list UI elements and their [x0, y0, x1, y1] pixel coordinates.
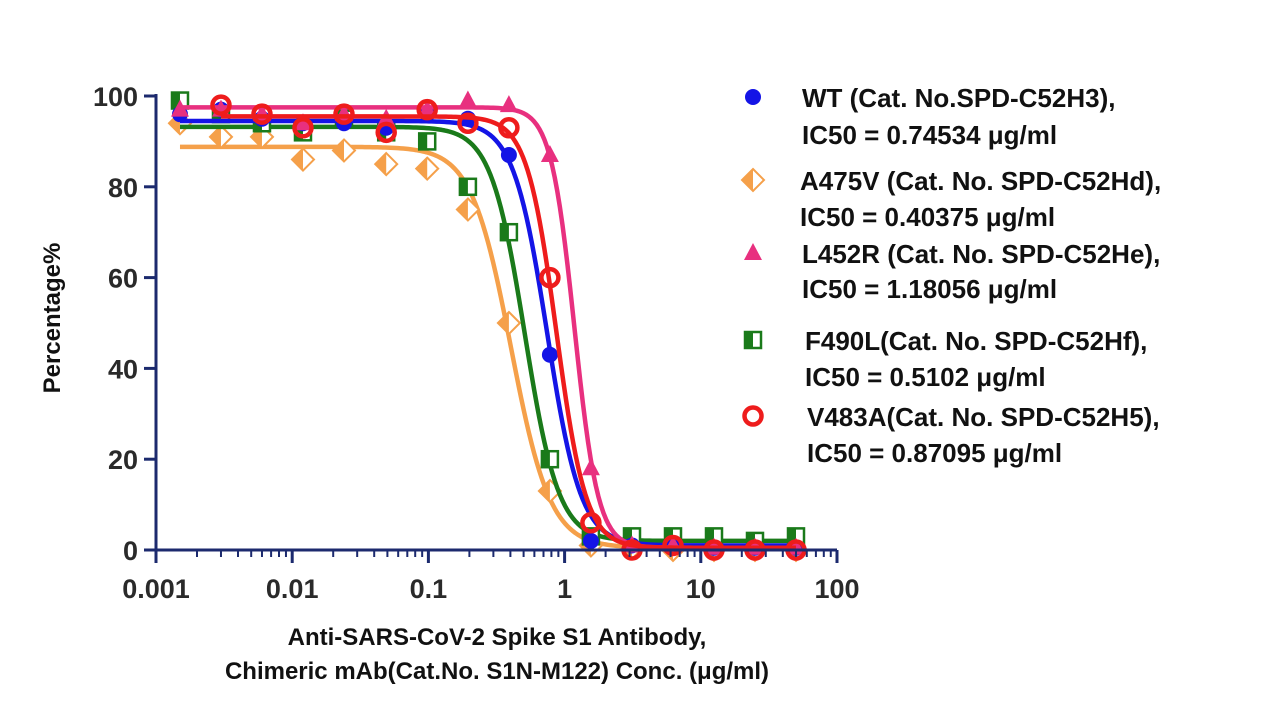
legend-marker: [742, 405, 764, 427]
x-tick-label: 100: [814, 574, 859, 604]
data-point: [500, 147, 517, 164]
x-ticks: 0.001 0.01 0.1 1 10 100: [122, 550, 860, 604]
data-point: [457, 112, 479, 134]
legend-ic50: IC50 = 0.5102 μg/ml: [805, 362, 1046, 392]
data-point: [540, 449, 560, 469]
legend-label: V483A(Cat. No. SPD-C52H5),: [807, 402, 1160, 432]
x-tick-label: 1: [557, 574, 572, 604]
plot-area: [167, 90, 809, 563]
legend-marker: [745, 89, 761, 105]
data-point: [373, 151, 399, 177]
data-point: [581, 458, 600, 476]
x-axis-title-line-2: Chimeric mAb(Cat.No. S1N-M122) Conc. (μg…: [225, 658, 769, 685]
legend-label: A475V (Cat. No. SPD-C52Hd),: [800, 166, 1161, 196]
data-point: [541, 346, 558, 363]
x-axis-title-line-1: Anti-SARS-CoV-2 Spike S1 Antibody,: [288, 624, 707, 651]
data-point: [416, 98, 438, 121]
data-point: [251, 103, 273, 125]
data-point: [170, 99, 189, 117]
data-point: [498, 117, 520, 139]
data-point: [417, 132, 437, 151]
data-point: [208, 124, 234, 150]
data-point: [414, 156, 440, 182]
data-point: [292, 117, 314, 139]
legend-label: L452R (Cat. No. SPD-C52He),: [802, 239, 1160, 269]
legend-entry: A475V (Cat. No. SPD-C52Hd), IC50 = 0.4037…: [740, 166, 1161, 232]
fit-curve: [179, 118, 796, 548]
data-point: [331, 138, 357, 163]
data-point: [210, 94, 232, 116]
data-point: [290, 147, 316, 172]
data-point: [418, 99, 437, 117]
y-axis-title: Percentage%: [39, 243, 66, 394]
series-2: [170, 90, 805, 555]
legend-label: F490L(Cat. No. SPD-C52Hf),: [805, 326, 1147, 356]
fit-curve: [179, 124, 796, 544]
data-point: [375, 121, 397, 144]
y-tick-label: 80: [108, 173, 138, 203]
data-point: [458, 90, 477, 108]
legend-ic50: IC50 = 1.18056 μg/ml: [802, 274, 1057, 304]
legend-ic50: IC50 = 0.40375 μg/ml: [800, 202, 1055, 232]
data-point: [293, 113, 312, 131]
x-tick-label: 0.001: [122, 574, 190, 604]
axes: 0 20 40 60 80 100 0.001 0.01 0.1 1 10 100 Percenta…: [39, 82, 860, 685]
data-point: [540, 145, 559, 163]
data-point: [455, 197, 481, 222]
y-tick-label: 0: [123, 536, 138, 566]
legend-entry: L452R (Cat. No. SPD-C52He), IC50 = 1.1805…: [744, 239, 1160, 304]
legend-ic50: IC50 = 0.87095 μg/ml: [807, 438, 1062, 468]
series-4: [210, 94, 807, 561]
data-point: [662, 534, 684, 557]
legend-marker: [740, 167, 766, 193]
data-point: [458, 177, 478, 197]
data-point: [539, 266, 561, 289]
fit-curve: [220, 114, 796, 550]
y-tick-label: 100: [93, 82, 138, 112]
legend-ic50: IC50 = 0.74534 μg/ml: [802, 120, 1057, 150]
x-tick-label: 0.01: [266, 574, 319, 604]
y-tick-label: 60: [108, 264, 138, 294]
x-tick-label: 10: [686, 574, 716, 604]
legend-entry: WT (Cat. No.SPD-C52H3), IC50 = 0.74534 μg…: [745, 83, 1115, 150]
legend-entry: V483A(Cat. No. SPD-C52H5), IC50 = 0.87095…: [742, 402, 1160, 468]
data-point: [580, 512, 602, 534]
legend-label: WT (Cat. No.SPD-C52H3),: [802, 83, 1115, 113]
data-point: [496, 310, 522, 336]
data-point: [499, 222, 519, 242]
legend-marker: [744, 243, 762, 260]
fit-curve: [179, 144, 796, 550]
y-tick-label: 40: [108, 354, 138, 384]
legend: WT (Cat. No.SPD-C52H3), IC50 = 0.74534 μg…: [740, 83, 1161, 468]
legend-marker: [743, 330, 763, 350]
legend-entry: F490L(Cat. No. SPD-C52Hf), IC50 = 0.5102 …: [743, 326, 1147, 392]
data-point: [499, 95, 518, 113]
data-point: [333, 103, 355, 125]
series-3: [170, 91, 806, 551]
y-tick-label: 20: [108, 445, 138, 475]
x-tick-label: 0.1: [410, 574, 448, 604]
series-1: [167, 110, 809, 563]
data-point: [582, 532, 599, 549]
y-ticks: 0 20 40 60 80 100: [93, 82, 156, 566]
